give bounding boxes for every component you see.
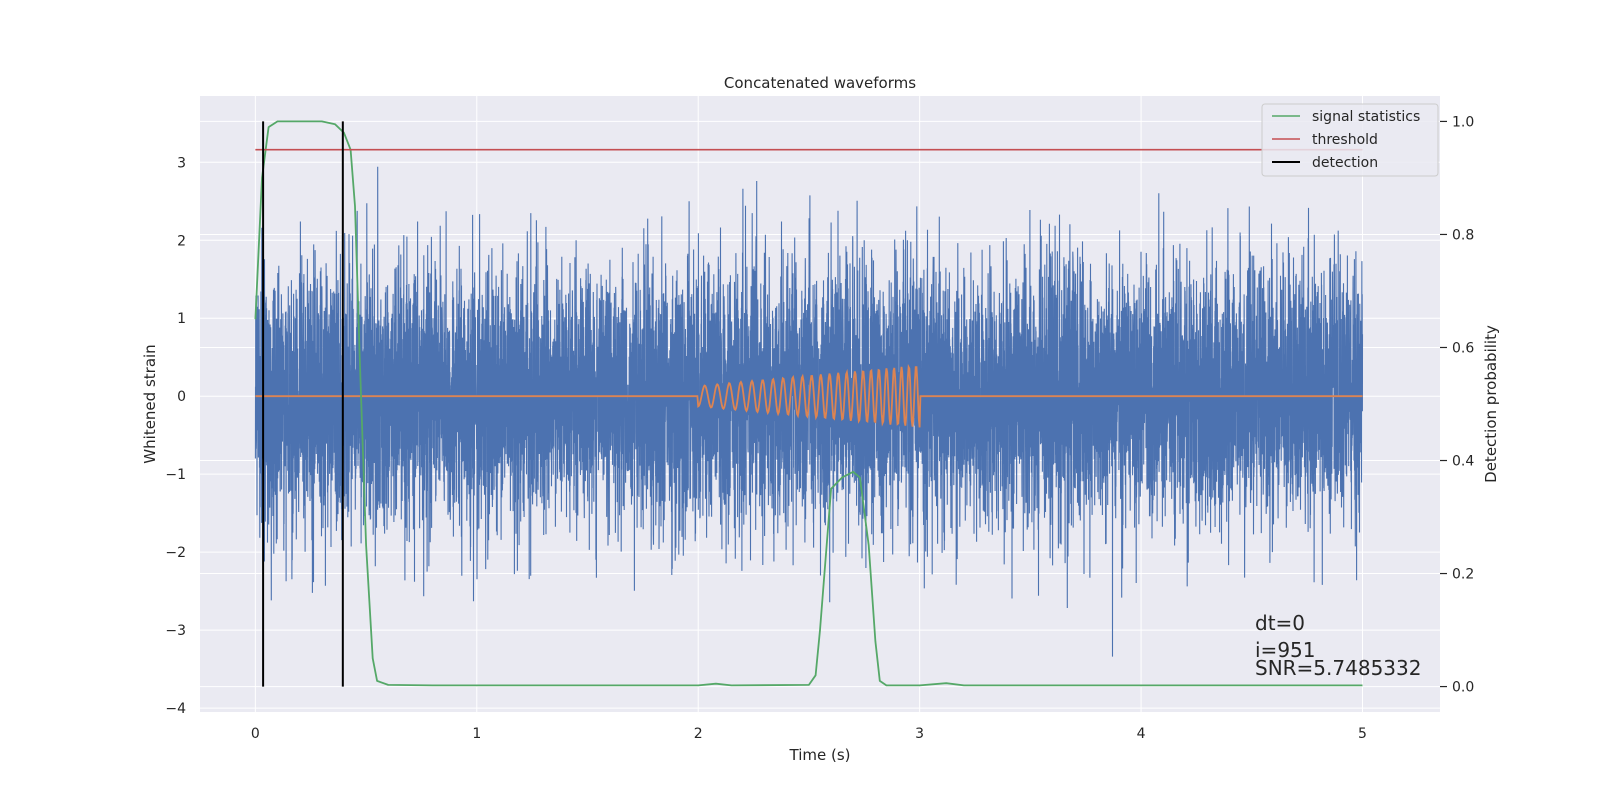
signal-statistics-line (254, 120, 1363, 687)
legend-label-detection: detection (1312, 155, 1378, 171)
chart-title: Concatenated waveforms (724, 74, 916, 92)
right-y-tick-label: 0.2 (1452, 567, 1474, 583)
y-tick-label: −2 (165, 545, 186, 561)
legend-label-threshold: threshold (1312, 132, 1378, 148)
y-tick-label: 1 (177, 311, 186, 327)
right-y-tick-label: 0.0 (1452, 680, 1474, 696)
right-y-tick-label: 1.0 (1452, 114, 1474, 130)
x-axis-ticks: 0 1 2 3 4 5 (251, 726, 1367, 742)
y-tick-label: −1 (165, 467, 186, 483)
annotation-snr: SNR=5.7485332 (1255, 656, 1421, 680)
x-tick-label: 1 (472, 726, 481, 742)
y-tick-label: 0 (177, 389, 186, 405)
right-y-axis-ticks: 0.0 0.2 0.4 0.6 0.8 1.0 (1440, 114, 1474, 696)
y-tick-label: 3 (177, 155, 186, 171)
legend-label-signal-statistics: signal statistics (1312, 109, 1420, 125)
x-tick-label: 5 (1358, 726, 1367, 742)
annotation-dt: dt=0 (1255, 611, 1305, 635)
annotation-index: i=951 (1255, 638, 1316, 662)
x-tick-label: 2 (694, 726, 703, 742)
chirp-series-line (255, 363, 1363, 428)
y-axis-ticks: −4 −3 −2 −1 0 1 2 3 (165, 155, 186, 717)
x-axis-label: Time (s) (789, 746, 851, 764)
legend-frame (1261, 103, 1439, 177)
series-layer (254, 120, 1364, 687)
y-tick-label: −4 (165, 701, 186, 717)
y-tick-label: −3 (165, 623, 186, 639)
right-y-axis-label: Detection probability (1482, 325, 1500, 483)
y-tick-label: 2 (177, 233, 186, 249)
y-axis-label: Whitened strain (141, 344, 159, 463)
x-tick-label: 4 (1137, 726, 1146, 742)
right-y-tick-label: 0.4 (1452, 454, 1474, 470)
right-y-tick-label: 0.6 (1452, 340, 1474, 356)
noise-series-line (254, 166, 1364, 657)
legend: signal statistics threshold detection (1261, 103, 1439, 177)
x-tick-label: 0 (251, 726, 260, 742)
x-tick-label: 3 (915, 726, 924, 742)
right-y-tick-label: 0.8 (1452, 227, 1474, 243)
